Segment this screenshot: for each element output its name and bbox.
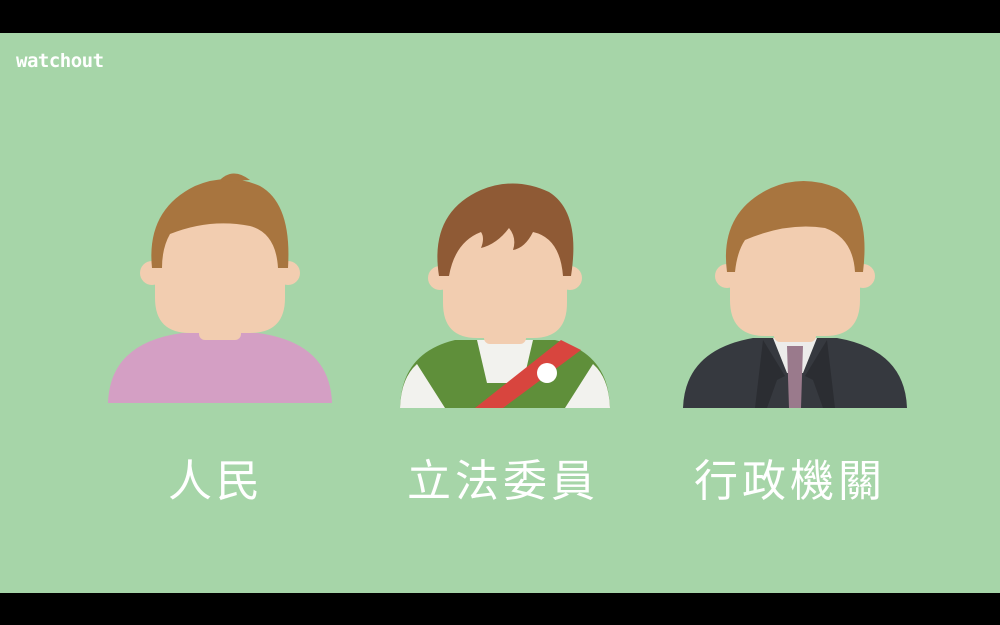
executive-official-avatar-icon bbox=[675, 168, 915, 413]
legislator-avatar-icon bbox=[385, 168, 625, 413]
letterbox-bottom bbox=[0, 593, 1000, 625]
watchout-logo: watchout bbox=[16, 50, 104, 72]
executive-label: 行政機關 bbox=[694, 456, 886, 507]
citizen-avatar-icon bbox=[100, 168, 340, 413]
legislator-label: 立法委員 bbox=[407, 456, 599, 507]
letterbox-top bbox=[0, 0, 1000, 33]
video-frame: watchout bbox=[0, 33, 1000, 593]
citizen-label: 人民 bbox=[168, 456, 264, 507]
